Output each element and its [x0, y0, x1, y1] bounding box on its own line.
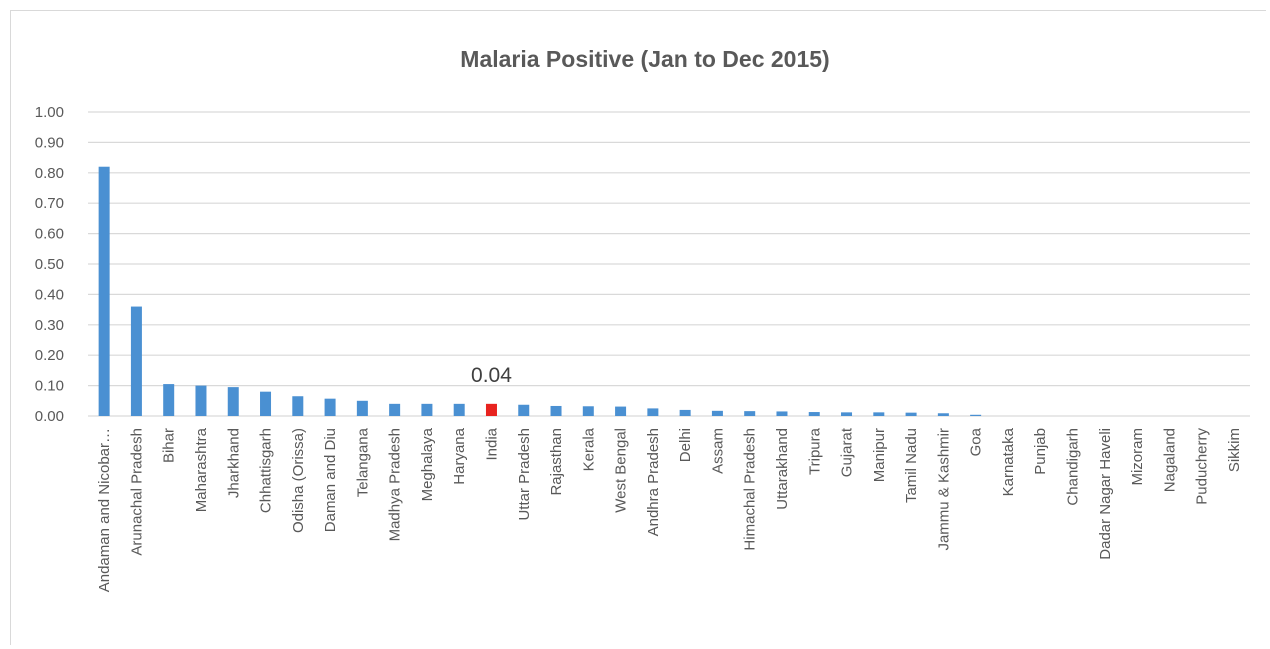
x-tick-label: West Bengal: [613, 428, 630, 513]
bar: [776, 411, 788, 416]
y-tick-label: 1.00: [35, 104, 64, 121]
bar: [421, 403, 433, 416]
y-tick-label: 0.50: [35, 256, 64, 273]
x-tick-label: Uttar Pradesh: [516, 428, 533, 521]
y-tick-label: 0.70: [35, 195, 64, 212]
x-tick-label: Puducherry: [1194, 428, 1211, 505]
chart-frame: [10, 10, 1266, 645]
y-tick-label: 0.00: [35, 408, 64, 425]
x-tick-label: Jharkhand: [225, 428, 242, 498]
bar: [195, 385, 207, 416]
x-tick-label: Madhya Pradesh: [387, 428, 404, 541]
bar: [937, 413, 949, 416]
bar: [518, 404, 530, 416]
bar: [647, 408, 659, 416]
annotations: 0.04: [471, 364, 512, 387]
x-tick-label: Rajasthan: [548, 428, 565, 496]
y-tick-label: 0.20: [35, 347, 64, 364]
x-tick-label: Chhattisgarh: [258, 428, 275, 513]
bar: [873, 412, 885, 416]
y-axis-ticks: 0.00 0.10 0.20 0.30 0.40 0.50 0.60 0.70 0.80 0.90…: [35, 104, 64, 425]
x-tick-label: Mizoram: [1129, 428, 1146, 486]
bar: [841, 412, 853, 416]
x-tick-label: India: [483, 427, 500, 460]
x-tick-label: Delhi: [677, 428, 694, 462]
x-tick-label: Odisha (Orissa): [290, 428, 307, 533]
x-tick-label: Telangana: [354, 427, 371, 497]
x-tick-label: Gujarat: [839, 427, 856, 477]
x-tick-label: Maharashtra: [193, 427, 210, 512]
bar: [550, 405, 562, 416]
x-tick-label: Dadar Nagar Haveli: [1097, 428, 1114, 560]
x-tick-label: Himachal Pradesh: [742, 428, 759, 551]
bars: [98, 166, 982, 416]
bar: [744, 411, 756, 416]
bar: [453, 403, 465, 416]
bar: [905, 412, 917, 416]
y-tick-label: 0.40: [35, 286, 64, 303]
chart-title: Malaria Positive (Jan to Dec 2015): [460, 46, 830, 72]
x-tick-label: Andhra Pradesh: [645, 428, 662, 536]
x-tick-label: Punjab: [1032, 428, 1049, 475]
y-tick-label: 0.60: [35, 226, 64, 243]
bar: [98, 166, 110, 416]
x-tick-label: Goa: [968, 427, 985, 456]
y-tick-label: 0.80: [35, 165, 64, 182]
y-tick-label: 0.10: [35, 378, 64, 395]
x-tick-label: Karnataka: [1000, 427, 1017, 496]
x-tick-label: Uttarakhand: [774, 428, 791, 510]
gridlines: [88, 111, 1250, 417]
x-tick-label: Daman and Diu: [322, 428, 339, 532]
y-tick-label: 0.90: [35, 134, 64, 151]
bar: [389, 403, 401, 416]
bar: [808, 412, 820, 416]
bar: [615, 406, 627, 416]
x-tick-label: Chandigarh: [1064, 428, 1081, 506]
x-tick-label: Nagaland: [1161, 428, 1178, 492]
x-tick-label: Kerala: [580, 427, 597, 471]
x-tick-label: Assam: [709, 428, 726, 474]
x-tick-label: Jammu & Kashmir: [935, 428, 952, 551]
bar: [485, 403, 497, 416]
x-axis-labels: Andaman and Nicobar… Arunachal Pradesh Bih…: [96, 427, 1243, 592]
x-tick-label: Meghalaya: [419, 427, 436, 501]
y-tick-label: 0.30: [35, 317, 64, 334]
bar: [324, 398, 336, 416]
x-tick-label: Haryana: [451, 427, 468, 484]
bar: [260, 391, 272, 416]
x-tick-label: Bihar: [161, 428, 178, 463]
bar: [970, 414, 982, 416]
x-tick-label: Tripura: [806, 427, 823, 475]
bar: [130, 306, 142, 416]
bar: [292, 396, 304, 416]
bar: [227, 387, 239, 416]
x-tick-label: Sikkim: [1226, 428, 1243, 472]
bar: [711, 410, 723, 416]
x-tick-label: Arunachal Pradesh: [128, 428, 145, 556]
bar: [582, 406, 594, 416]
bar: [163, 384, 175, 416]
x-tick-label: Andaman and Nicobar…: [96, 428, 113, 592]
bar: [679, 409, 691, 416]
data-label: 0.04: [471, 364, 512, 387]
x-tick-label: Tamil Nadu: [903, 428, 920, 503]
x-tick-label: Manipur: [871, 428, 888, 482]
bar: [356, 400, 368, 416]
